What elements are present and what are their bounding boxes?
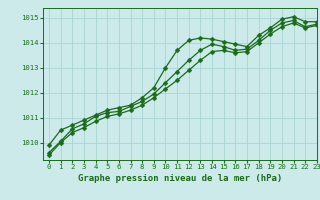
- X-axis label: Graphe pression niveau de la mer (hPa): Graphe pression niveau de la mer (hPa): [78, 174, 282, 183]
